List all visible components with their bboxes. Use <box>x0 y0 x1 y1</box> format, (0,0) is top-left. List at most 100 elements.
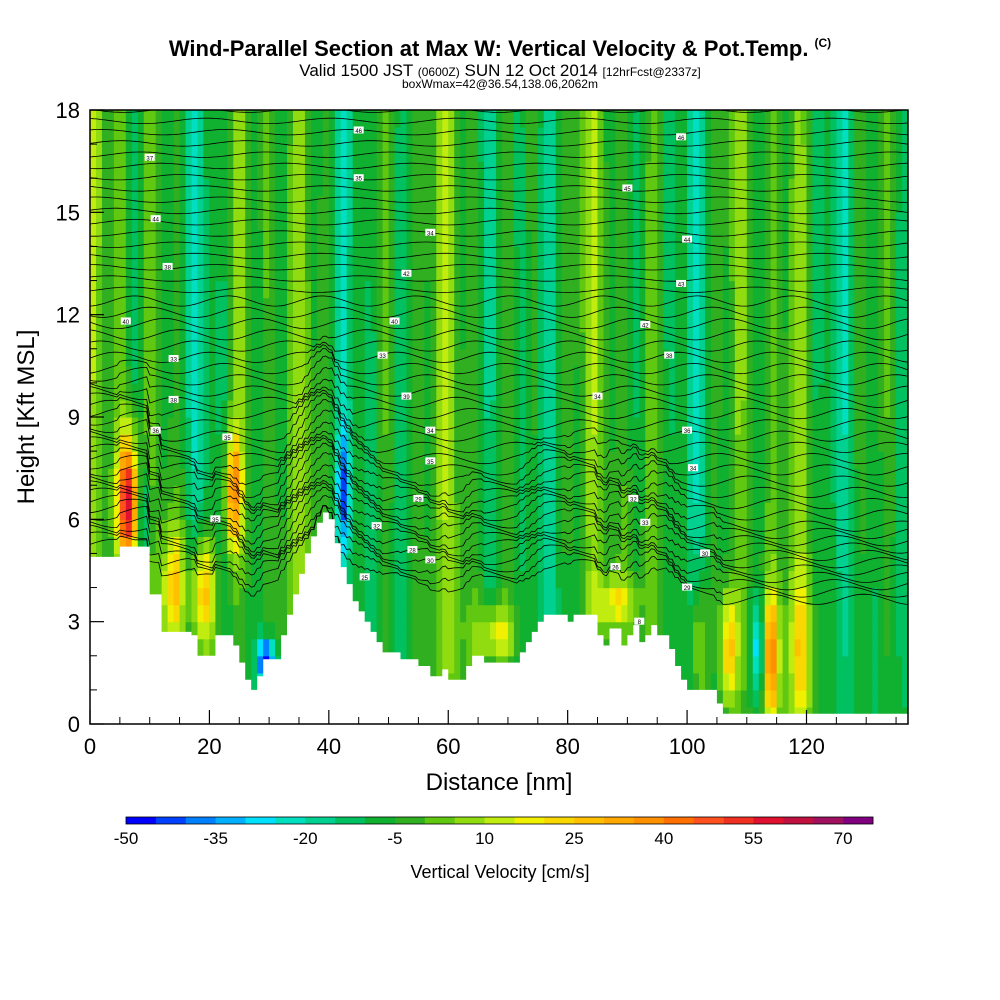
velocity-cell <box>716 314 724 333</box>
velocity-cell <box>209 212 216 230</box>
velocity-cell <box>699 263 706 282</box>
velocity-cell <box>442 417 449 435</box>
velocity-cell <box>179 280 187 299</box>
velocity-cell <box>687 519 694 537</box>
velocity-cell <box>776 621 784 640</box>
velocity-cell <box>197 280 205 299</box>
velocity-cell <box>227 127 234 145</box>
velocity-cell <box>424 382 431 401</box>
velocity-cell <box>752 621 760 640</box>
velocity-cell <box>693 655 700 674</box>
velocity-cell <box>412 536 419 555</box>
velocity-cell <box>788 229 796 248</box>
velocity-cell <box>800 246 808 265</box>
velocity-cell <box>507 382 515 401</box>
velocity-cell <box>585 331 593 350</box>
velocity-cell <box>95 417 103 435</box>
velocity-cell <box>573 229 581 248</box>
velocity-cell <box>681 110 688 128</box>
velocity-cell <box>806 280 814 299</box>
velocity-cell <box>597 297 605 316</box>
velocity-cell <box>430 382 437 401</box>
velocity-cell <box>239 638 246 657</box>
velocity-cell <box>549 229 557 248</box>
velocity-cell <box>101 314 109 333</box>
velocity-cell <box>185 178 193 196</box>
copyright-mark: (C) <box>814 36 832 50</box>
velocity-cell <box>818 621 826 640</box>
velocity-cell <box>90 280 97 299</box>
velocity-cell <box>394 485 402 503</box>
velocity-cell <box>848 127 855 145</box>
velocity-cell <box>107 263 115 282</box>
velocity-cell <box>352 519 360 537</box>
velocity-cell <box>394 519 402 537</box>
velocity-cell <box>657 604 664 623</box>
velocity-cell <box>310 246 318 265</box>
velocity-cell <box>101 280 109 299</box>
velocity-cell <box>179 144 187 162</box>
velocity-cell <box>758 468 766 486</box>
velocity-cell <box>872 655 879 674</box>
velocity-cell <box>501 399 509 418</box>
velocity-cell <box>752 502 760 520</box>
velocity-cell <box>818 587 826 606</box>
velocity-cell <box>734 382 742 401</box>
velocity-cell <box>830 434 837 452</box>
velocity-cell <box>896 263 903 282</box>
theta-contour <box>90 196 908 203</box>
velocity-cell <box>776 297 784 316</box>
velocity-cell <box>621 468 628 486</box>
velocity-cell <box>549 127 557 145</box>
velocity-cell <box>460 604 467 623</box>
velocity-cell <box>770 604 778 623</box>
velocity-cell <box>358 553 366 572</box>
velocity-cell <box>758 246 766 265</box>
velocity-cell <box>890 553 897 572</box>
velocity-cell <box>657 621 664 640</box>
velocity-cell <box>902 365 908 384</box>
velocity-cell <box>191 553 199 572</box>
velocity-cell <box>424 621 431 640</box>
velocity-cell <box>257 382 264 401</box>
velocity-cell <box>119 178 127 196</box>
velocity-cell <box>418 553 425 572</box>
velocity-cell <box>710 382 718 401</box>
velocity-cell <box>95 365 103 384</box>
velocity-cell <box>484 399 491 418</box>
velocity-cell <box>507 485 515 503</box>
velocity-cell <box>376 451 384 469</box>
velocity-cell <box>878 127 885 145</box>
velocity-cell <box>525 365 533 384</box>
velocity-cell <box>215 468 222 486</box>
velocity-cell <box>263 314 270 333</box>
velocity-cell <box>573 587 581 606</box>
velocity-cell <box>884 382 891 401</box>
velocity-cell <box>221 263 228 282</box>
velocity-cell <box>281 263 288 282</box>
velocity-cell <box>179 195 187 213</box>
velocity-cell <box>191 417 199 435</box>
velocity-cell <box>119 297 127 316</box>
velocity-cell <box>466 604 473 623</box>
velocity-cell <box>125 263 133 282</box>
velocity-cell <box>496 417 503 435</box>
velocity-cell <box>531 127 539 145</box>
velocity-cell <box>227 161 234 179</box>
velocity-cell <box>543 144 551 162</box>
velocity-cell <box>334 417 342 435</box>
velocity-cell <box>716 485 724 503</box>
velocity-cell <box>406 553 414 572</box>
velocity-cell <box>131 297 139 316</box>
velocity-cell <box>191 297 199 316</box>
velocity-cell <box>788 536 796 555</box>
velocity-cell <box>531 348 539 367</box>
velocity-cell <box>334 434 342 452</box>
velocity-cell <box>275 417 282 435</box>
velocity-cell <box>364 365 372 384</box>
velocity-cell <box>101 451 109 469</box>
velocity-cell <box>609 570 617 589</box>
velocity-cell <box>806 263 814 282</box>
velocity-cell <box>681 365 688 384</box>
